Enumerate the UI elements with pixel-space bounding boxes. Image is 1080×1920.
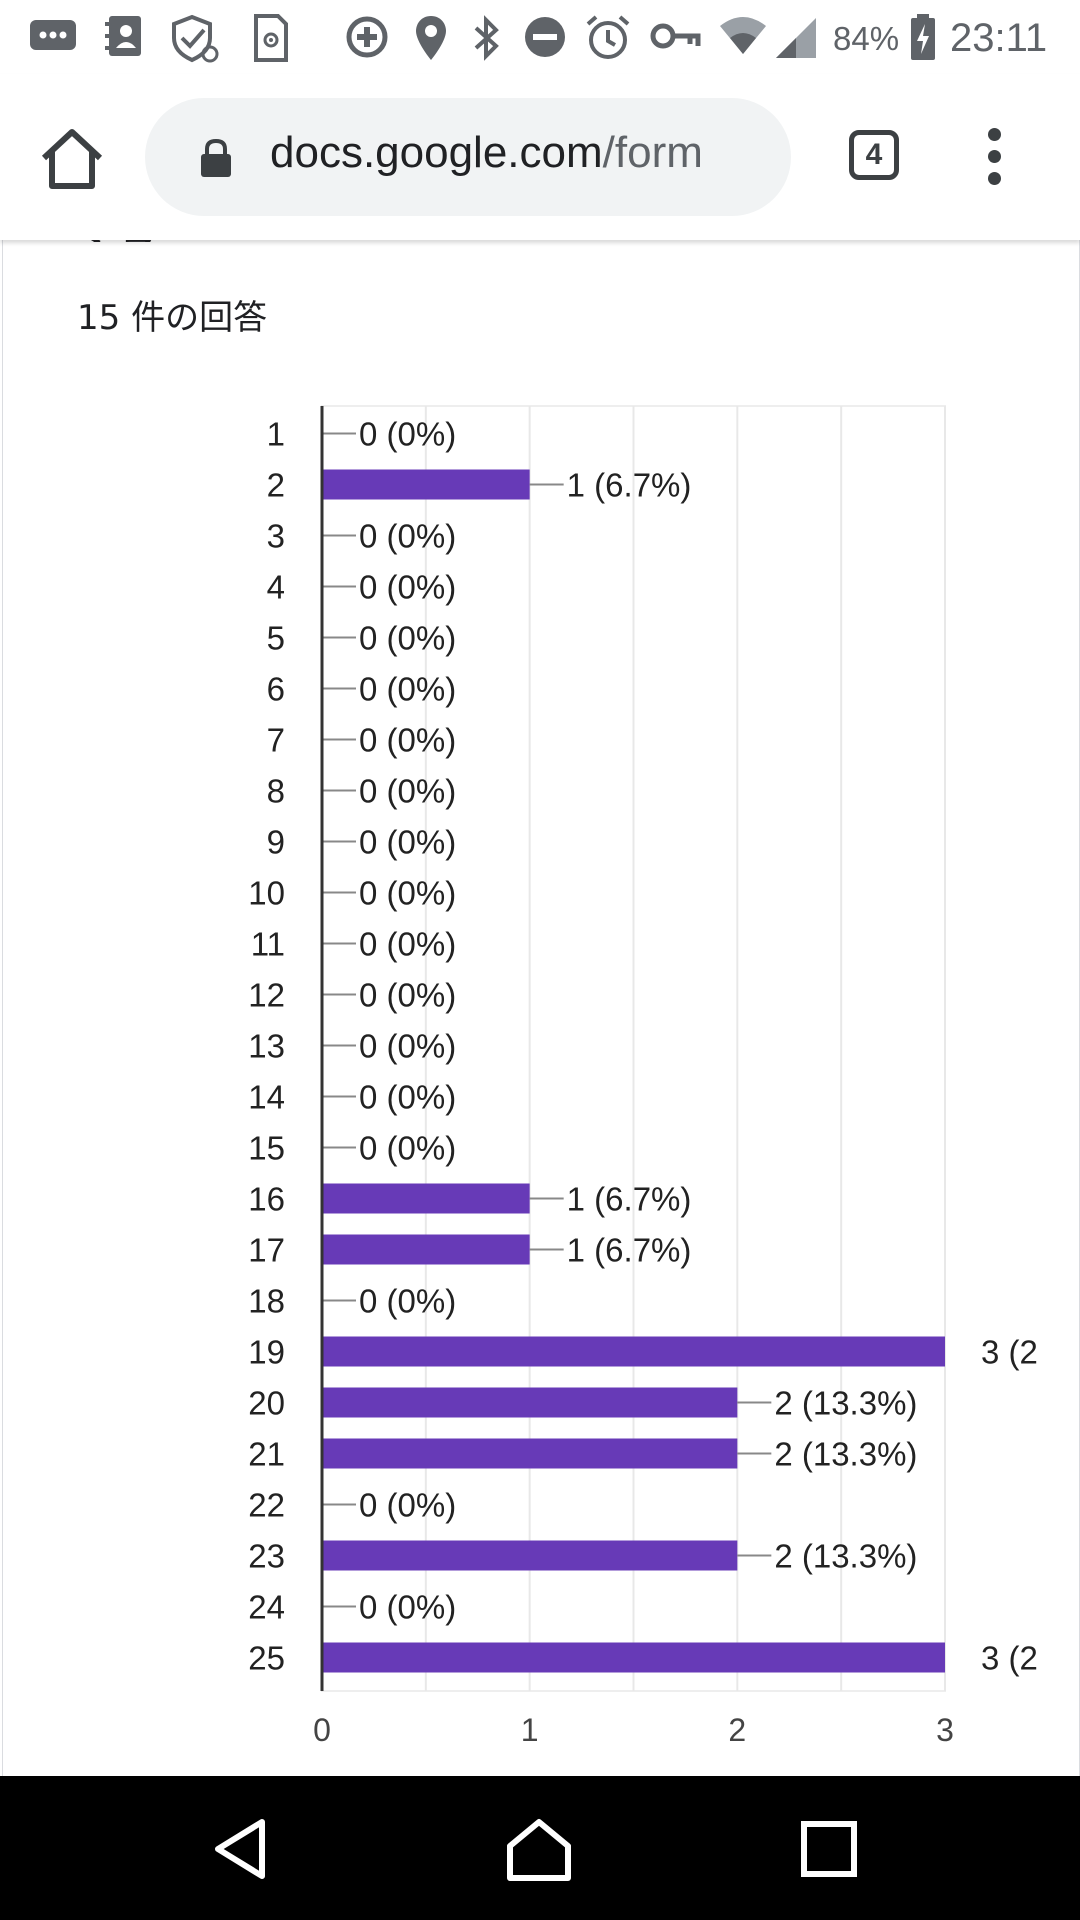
data-label: 1 (6.7%) [567,467,692,504]
data-label: 0 (0%) [359,1487,456,1524]
category-label: 6 [267,671,285,708]
do-not-disturb-icon [525,17,565,57]
data-label: 0 (0%) [359,1589,456,1626]
data-label: 0 (0%) [359,569,456,606]
data-label: 0 (0%) [359,977,456,1014]
x-tick-label: 1 [521,1712,539,1748]
data-label: 0 (0%) [359,926,456,963]
sim-settings-icon [254,14,288,62]
more-messages-icon [30,20,76,50]
category-label: 4 [267,569,285,606]
vpn-key-icon [650,23,701,49]
category-label: 17 [248,1232,285,1269]
url-text: docs.google.com/form [270,128,703,178]
data-label: 0 (0%) [359,773,456,810]
category-label: 10 [248,875,285,912]
category-label: 24 [248,1589,285,1626]
category-label: 2 [267,467,285,504]
bar [322,1336,945,1367]
data-label: 0 (0%) [359,1283,456,1320]
category-label: 5 [267,620,285,657]
bar [322,469,530,500]
battery-percentage: 84% [833,20,900,57]
data-label: 2 (13.3%) [774,1538,917,1575]
category-label: 20 [248,1385,285,1422]
category-label: 21 [248,1436,285,1473]
data-label: 0 (0%) [359,824,456,861]
contacts-icon [105,16,141,56]
x-tick-label: 0 [313,1712,331,1748]
signal-icon [776,18,816,58]
bar [322,1642,945,1673]
data-label: 2 (13.3%) [774,1436,917,1473]
bar [322,1438,738,1469]
category-label: 15 [248,1130,285,1167]
response-count: 15 件の回答 [77,298,268,338]
status-bar: 84% 23:11 [0,0,1080,74]
battery-charging-icon [911,14,935,60]
back-icon[interactable] [206,1814,276,1884]
home-nav-icon[interactable] [504,1814,574,1884]
data-label: 0 (0%) [359,620,456,657]
clock: 23:11 [950,16,1048,60]
category-label: 9 [267,824,285,861]
data-label: 0 (0%) [359,875,456,912]
more-options-icon[interactable] [980,128,1010,188]
data-label: 0 (0%) [359,416,456,453]
data-label: 3 (2 [981,1334,1038,1371]
category-label: 16 [248,1181,285,1218]
category-label: 19 [248,1334,285,1371]
data-label: 0 (0%) [359,1130,456,1167]
x-tick-label: 3 [936,1712,954,1748]
navigation-bar [0,1776,1080,1920]
category-label: 1 [267,416,285,453]
x-tick-label: 2 [728,1712,746,1748]
wifi-icon [720,17,766,54]
bar-chart: 0 1 2 31 0 (0%)2 1 (6.7%)3 0 (0%)4 0 (0%)5 0 (0%… [248,405,1038,1748]
tab-switcher-button[interactable]: 4 [849,130,899,180]
data-label: 0 (0%) [359,1079,456,1116]
category-label: 7 [267,722,285,759]
data-label: 0 (0%) [359,1028,456,1065]
bar [322,1183,530,1214]
location-icon [416,16,446,60]
data-label: 2 (13.3%) [774,1385,917,1422]
category-label: 23 [248,1538,285,1575]
home-icon[interactable] [38,126,106,194]
category-label: 25 [248,1640,285,1677]
data-label: 1 (6.7%) [567,1181,692,1218]
address-bar[interactable]: docs.google.com/form [145,98,791,216]
data-saver-icon [346,16,388,58]
category-label: 11 [251,926,285,963]
alarm-icon [586,15,630,59]
data-label: 1 (6.7%) [567,1232,692,1269]
url-path: /form [602,128,703,177]
bluetooth-icon [474,15,499,61]
url-domain: docs.google.com [270,128,603,177]
data-label: 0 (0%) [359,722,456,759]
bar [322,1540,738,1571]
bar [322,1234,530,1265]
category-label: 3 [267,518,285,555]
data-label: 3 (2 [981,1640,1038,1677]
data-label: 0 (0%) [359,671,456,708]
category-label: 22 [248,1487,285,1524]
category-label: 13 [248,1028,285,1065]
browser-toolbar: docs.google.com/form 4 [0,74,1080,240]
category-label: 12 [248,977,285,1014]
data-label: 0 (0%) [359,518,456,555]
category-label: 8 [267,773,285,810]
category-label: 18 [248,1283,285,1320]
shield-sync-icon [172,14,219,63]
lock-icon [201,138,231,177]
bar [322,1387,738,1418]
category-label: 14 [248,1079,285,1116]
recents-icon[interactable] [794,1814,864,1884]
